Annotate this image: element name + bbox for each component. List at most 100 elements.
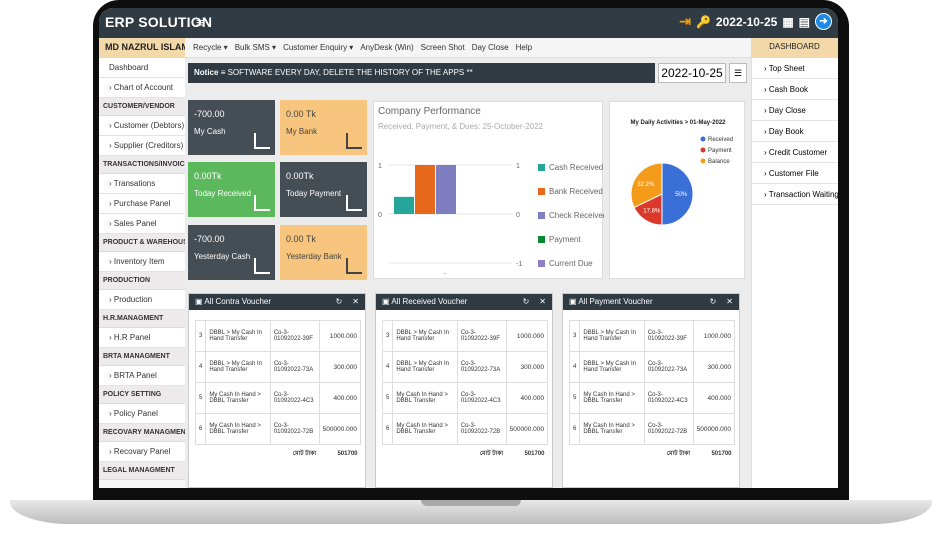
table-row[interactable]: 6 My Cash In Hand > DBBL Transfer Co-3-010…	[194, 413, 362, 445]
card-value: 0.00Tk	[286, 171, 314, 181]
table-row[interactable]: 4 DBBL > My Cash In Hand Transfer Co-3-010…	[194, 351, 362, 383]
y2-tick-label: 1	[516, 163, 520, 170]
y2-tick-label: -1	[516, 261, 522, 268]
toolbar-item-1[interactable]: Bulk SMS ▾	[234, 43, 277, 52]
card-value: -700.00	[194, 109, 225, 119]
right-menu-item[interactable]: › Top Sheet	[752, 58, 838, 79]
close-icon[interactable]: ✕	[726, 297, 733, 306]
row-description: DBBL > My Cash In Hand Transfer	[579, 351, 645, 383]
table-row[interactable]: 3 DBBL > My Cash In Hand Transfer Co-3-010…	[568, 320, 736, 352]
panel-controls: ↻ ✕	[523, 297, 546, 307]
x-tick-label: -	[444, 271, 447, 278]
sign-in-icon[interactable]: ⇥	[679, 13, 691, 29]
toolbar-item-3[interactable]: AnyDesk (Win)	[360, 43, 414, 52]
pie-svg: My Daily Activities > 01-May-2022 50% Rece…	[630, 120, 733, 226]
notice-text: ≡ SOFTWARE EVERY DAY, DELETE THE HISTORY…	[220, 68, 473, 77]
table-row[interactable]: 6 My Cash In Hand > DBBL Transfer Co-3-010…	[381, 413, 549, 445]
row-description: DBBL > My Cash In Hand Transfer	[392, 320, 458, 352]
sidebar-item[interactable]: › Sales Panel	[99, 214, 185, 234]
date-picker[interactable]: 2022-10-25	[658, 63, 726, 83]
right-menu-item[interactable]: › Day Book	[752, 121, 838, 142]
card-value: 0.00 Tk	[286, 109, 316, 119]
refresh-icon[interactable]: ↻	[335, 297, 343, 306]
key-icon: 🔑	[695, 14, 711, 29]
toolbar-item-2[interactable]: Customer Enquiry ▾	[283, 43, 354, 52]
row-amount: 300.000	[505, 351, 549, 383]
row-description: My Cash In Hand > DBBL Transfer	[392, 382, 458, 414]
daily-activities-chart: My Daily Activities > 01-May-2022 50% Rece…	[609, 101, 745, 279]
panel-header: ▣ All Payment Voucher ↻ ✕	[563, 294, 739, 310]
table-row[interactable]: 3 DBBL > My Cash In Hand Transfer Co-3-010…	[194, 320, 362, 352]
bar-chart-icon	[254, 195, 270, 211]
table-row[interactable]: 5 My Cash In Hand > DBBL Transfer Co-3-010…	[194, 382, 362, 414]
summary-card[interactable]: 0.00 Tk My Bank	[280, 100, 367, 155]
logout-button[interactable]: ➜	[815, 13, 832, 30]
calculator-icon[interactable]: ▦	[782, 14, 794, 29]
right-menu-item[interactable]: › Cash Book	[752, 79, 838, 100]
toolbar-item-6[interactable]: Help	[515, 43, 533, 52]
row-description: My Cash In Hand > DBBL Transfer	[579, 413, 645, 445]
sidebar-item[interactable]: › Supplier (Creditors)	[99, 136, 185, 156]
toolbar-item-4[interactable]: Screen Shot	[420, 43, 465, 52]
total-spacer	[580, 445, 645, 463]
table-row[interactable]: 3 DBBL > My Cash In Hand Transfer Co-3-010…	[381, 320, 549, 352]
sidebar-item[interactable]: › BRTA Panel	[99, 366, 185, 386]
total-spacer	[393, 445, 458, 463]
summary-card[interactable]: 0.00 Tk Yesterday Bank	[280, 225, 367, 280]
row-voucher-code: Co-3-01092022-72B	[269, 413, 320, 445]
row-voucher-code: Co-3-01092022-4C3	[643, 382, 694, 414]
toolbar-item-5[interactable]: Day Close	[471, 43, 509, 52]
filter-settings-icon[interactable]: ☰	[729, 63, 747, 83]
y2-tick-label: 0	[516, 212, 520, 219]
card-label: Yesterday Cash	[194, 252, 251, 261]
legend-label: Cash Received	[549, 163, 603, 172]
sidebar-item[interactable]: › Customer (Debtors)	[99, 116, 185, 136]
bar-bank-received	[415, 165, 435, 214]
row-index: 6	[568, 413, 581, 445]
close-icon[interactable]: ✕	[352, 297, 359, 306]
panel-title: ▣ All Received Voucher	[382, 297, 468, 306]
sidebar-item[interactable]: Dashboard	[99, 58, 185, 78]
right-menu-item[interactable]: › Day Close	[752, 100, 838, 121]
voucher-panel: ▣ All Payment Voucher ↻ ✕ 3 DBBL > My Cash I…	[562, 293, 740, 488]
pie-slice-balance	[630, 162, 663, 209]
card-value: 0.00 Tk	[286, 234, 316, 244]
sidebar-item[interactable]: › H.R Panel	[99, 328, 185, 348]
summary-card[interactable]: 0.00Tk Today Payment	[280, 162, 367, 217]
right-menu-item[interactable]: › Credit Customer	[752, 142, 838, 163]
card-label: My Bank	[286, 127, 318, 136]
sidebar-item[interactable]: › Production	[99, 290, 185, 310]
row-voucher-code: Co-3-01092022-4C3	[456, 382, 507, 414]
refresh-icon[interactable]: ↻	[709, 297, 717, 306]
bar-chart-icon	[346, 258, 362, 274]
menu-toggle-icon[interactable]: ≡	[196, 15, 204, 30]
pie-slice-label: 17.8%	[643, 208, 661, 214]
row-amount: 1000.000	[318, 320, 362, 352]
company-performance-chart: Company Performance Received, Payment, & …	[373, 101, 607, 279]
right-menu-item[interactable]: › Customer File	[752, 163, 838, 184]
row-description: My Cash In Hand > DBBL Transfer	[579, 382, 645, 414]
table-row[interactable]: 5 My Cash In Hand > DBBL Transfer Co-3-010…	[381, 382, 549, 414]
chart-subtitle: Received, Payment, & Dues: 25-October-20…	[378, 122, 544, 131]
close-icon[interactable]: ✕	[539, 297, 546, 306]
summary-card[interactable]: -700.00 Yesterday Cash	[188, 225, 275, 280]
sidebar-item[interactable]: › Inventory Item	[99, 252, 185, 272]
legend-dot	[700, 158, 706, 164]
file-icon[interactable]: ▤	[798, 14, 810, 29]
toolbar-item-0[interactable]: Recycle ▾	[193, 43, 228, 52]
table-row[interactable]: 6 My Cash In Hand > DBBL Transfer Co-3-010…	[568, 413, 736, 445]
sidebar-item[interactable]: › Chart of Account	[99, 78, 185, 98]
table-row[interactable]: 5 My Cash In Hand > DBBL Transfer Co-3-010…	[568, 382, 736, 414]
legend-label: Payment	[549, 235, 581, 244]
summary-card[interactable]: 0.00Tk Today Received	[188, 162, 275, 217]
summary-card[interactable]: -700.00 My Cash	[188, 100, 275, 155]
table-row[interactable]: 4 DBBL > My Cash In Hand Transfer Co-3-010…	[568, 351, 736, 383]
row-amount: 300.000	[318, 351, 362, 383]
sidebar-item[interactable]: › Purchase Panel	[99, 194, 185, 214]
table-row[interactable]: 4 DBBL > My Cash In Hand Transfer Co-3-010…	[381, 351, 549, 383]
sidebar-item[interactable]: › Policy Panel	[99, 404, 185, 424]
right-menu-item[interactable]: › Transaction Waiting	[752, 184, 838, 205]
sidebar-item[interactable]: › Transations	[99, 174, 185, 194]
sidebar-item[interactable]: › Recovary Panel	[99, 442, 185, 462]
refresh-icon[interactable]: ↻	[522, 297, 530, 306]
